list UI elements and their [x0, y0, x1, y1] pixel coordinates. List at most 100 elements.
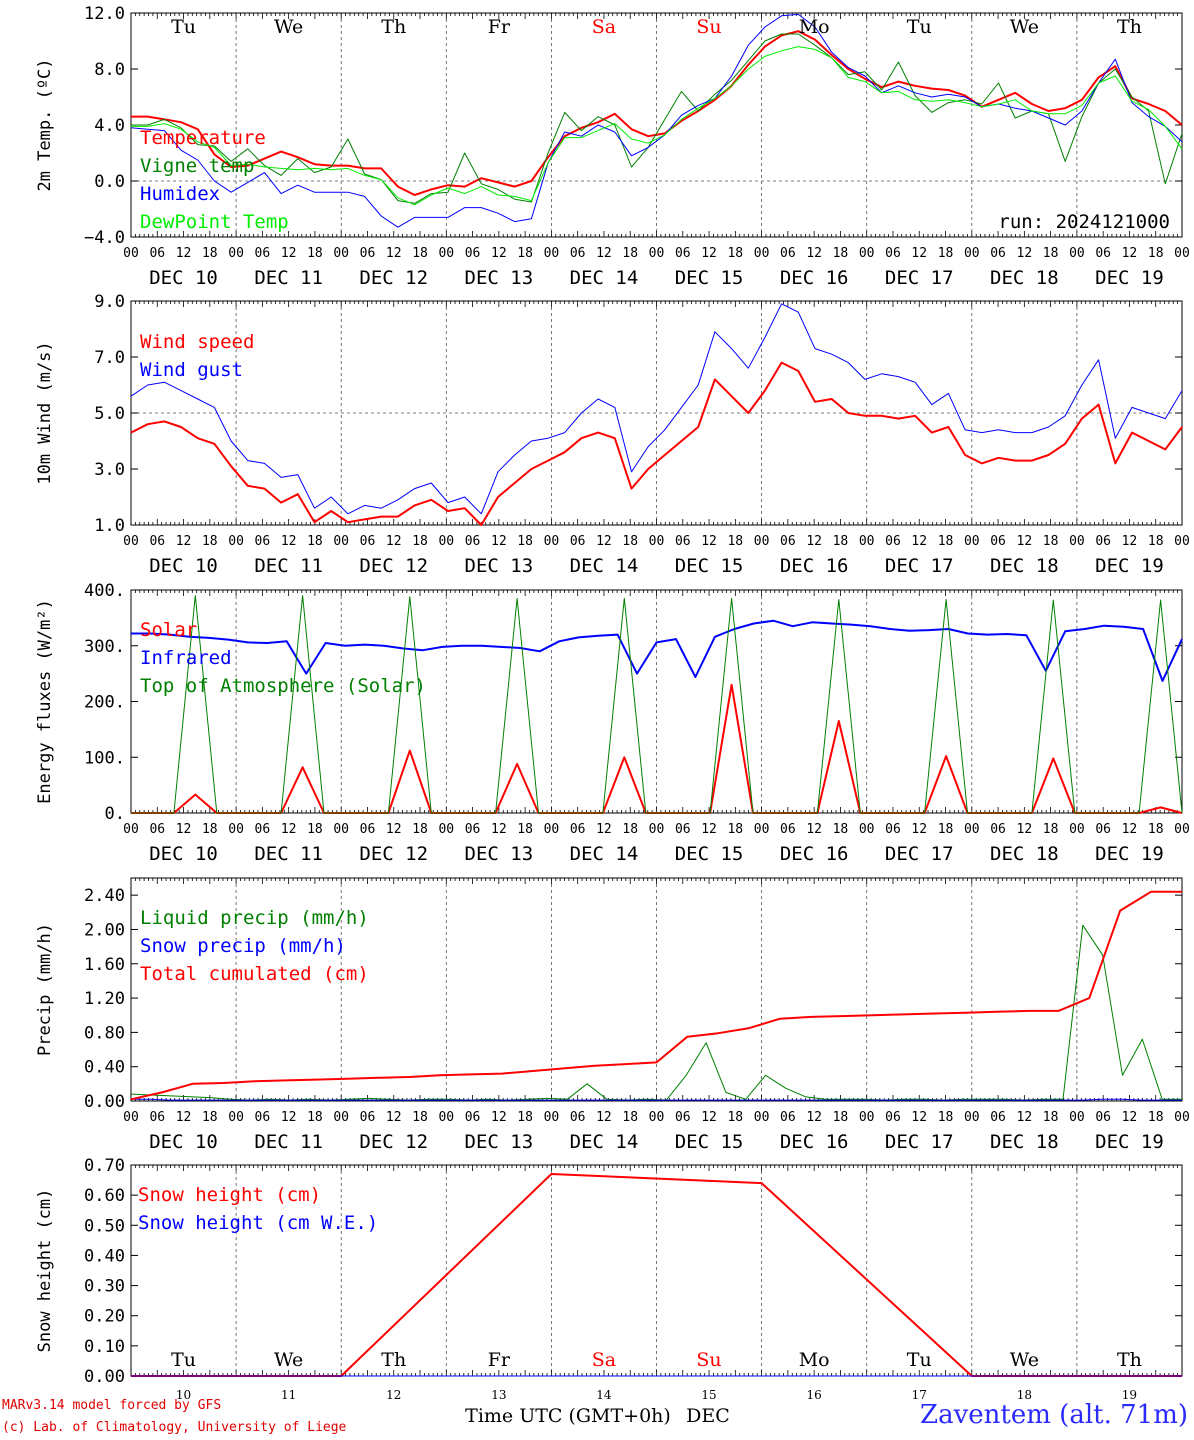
hour-label: 06: [149, 534, 165, 549]
hour-label: 12: [911, 534, 927, 549]
hour-label: 06: [990, 1110, 1006, 1125]
y-tick-label: 0.40: [84, 1246, 125, 1266]
panel-snow: 0.70 0.60 0.50 0.40 0.30 0.20 0.10 0.00 Snow hei…: [35, 1156, 1183, 1387]
date-label: DEC 11: [254, 843, 323, 865]
hour-label: 00: [964, 246, 980, 261]
hour-label: 12: [491, 534, 507, 549]
hour-label: 00: [649, 1110, 665, 1125]
day-number: 15: [701, 1388, 716, 1402]
series-line-top-of-atmosphere-solar-: [131, 595, 1183, 814]
series-line-dewpoint-temp: [131, 46, 1183, 206]
date-label: DEC 16: [780, 1131, 849, 1153]
hour-label: 18: [1148, 1110, 1164, 1125]
series-line-humidex: [130, 13, 1183, 228]
hour-label: 18: [833, 534, 849, 549]
hour-label: 12: [176, 822, 192, 837]
hour-label: 18: [307, 246, 323, 261]
y-tick-label: 0.20: [84, 1307, 125, 1327]
hour-label: 06: [465, 1110, 481, 1125]
hour-label: 06: [1095, 246, 1111, 261]
hour-label: 18: [1043, 822, 1059, 837]
weekday-label-bottom: Su: [696, 1349, 721, 1371]
y-tick-label: 0.80: [84, 1023, 125, 1043]
date-label: DEC 18: [990, 555, 1059, 577]
hour-label: 06: [675, 822, 691, 837]
hour-label: 18: [202, 534, 218, 549]
hour-label: 00: [544, 1110, 560, 1125]
weekday-label-bottom: Sa: [592, 1349, 616, 1371]
legend-entry: Wind speed: [140, 331, 254, 353]
date-label: DEC 12: [359, 843, 428, 865]
hour-label: 12: [386, 822, 402, 837]
hour-label: 00: [333, 1110, 349, 1125]
panel-temp: 12.0 8.0 4.0 0.0 −4.0 2m Temp. (ºC) Temperatur…: [35, 4, 1190, 289]
day-number: 13: [491, 1388, 506, 1402]
hour-label: 00: [1069, 1110, 1085, 1125]
hour-label: 00: [228, 246, 244, 261]
weekday-label-top: Tu: [171, 16, 196, 38]
hour-label: 12: [1017, 822, 1033, 837]
y-tick-label: 5.0: [94, 404, 125, 424]
weekday-label-top: Mo: [799, 16, 830, 38]
legend-entry: Infrared: [140, 647, 232, 669]
run-label: run: 2024121000: [998, 211, 1170, 233]
date-label: DEC 15: [675, 267, 744, 289]
date-label: DEC 10: [149, 555, 218, 577]
hour-label: 18: [727, 534, 743, 549]
hour-label: 00: [228, 822, 244, 837]
y-tick-label: 0.00: [84, 1092, 125, 1112]
weekday-label-top: Sa: [592, 16, 616, 38]
hour-label: 06: [675, 534, 691, 549]
lab-credit: (c) Lab. of Climatology, University of L…: [2, 1420, 347, 1435]
hour-label: 00: [333, 534, 349, 549]
series-line-temperature: [131, 30, 1183, 196]
hour-label: 12: [701, 246, 717, 261]
hour-label: 06: [780, 1110, 796, 1125]
hour-label: 06: [255, 1110, 271, 1125]
weekday-label-bottom: Fr: [488, 1349, 511, 1371]
legend-entry: Snow height (cm W.E.): [138, 1212, 378, 1234]
weekday-label-top: Tu: [907, 16, 932, 38]
hour-label: 00: [964, 1110, 980, 1125]
hour-label: 06: [255, 246, 271, 261]
date-label: DEC 17: [885, 1131, 954, 1153]
hour-label: 00: [544, 822, 560, 837]
hour-label: 12: [596, 822, 612, 837]
y-tick-label: 1.60: [84, 955, 125, 975]
date-label: DEC 12: [359, 267, 428, 289]
y-axis-label: Precip (mm/h): [35, 923, 55, 1056]
hour-label: 00: [754, 534, 770, 549]
legend-entry: Wind gust: [140, 359, 243, 381]
hour-label: 06: [149, 1110, 165, 1125]
hour-label: 18: [622, 1110, 638, 1125]
hour-label: 12: [806, 1110, 822, 1125]
x-axis-label: Time UTC (GMT+0h): [465, 1405, 671, 1427]
weekday-label-top: Th: [381, 16, 406, 38]
y-tick-label: 1.0: [94, 516, 125, 536]
y-axis-label: 2m Temp. (ºC): [35, 58, 55, 191]
weekday-label-bottom: Mo: [799, 1349, 830, 1371]
hour-label: 18: [727, 822, 743, 837]
y-tick-label: 0.40: [84, 1058, 125, 1078]
hour-label: 18: [727, 246, 743, 261]
date-label: DEC 19: [1095, 1131, 1164, 1153]
y-tick-label: 2.40: [84, 886, 125, 906]
date-label: DEC 16: [780, 555, 849, 577]
hour-label: 18: [1148, 822, 1164, 837]
date-label: DEC 16: [780, 267, 849, 289]
hour-label: 00: [649, 822, 665, 837]
hour-label: 06: [465, 246, 481, 261]
hour-label: 00: [333, 822, 349, 837]
y-axis-label: 10m Wind (m/s): [35, 341, 55, 484]
hour-label: 18: [517, 246, 533, 261]
series-line-snow-precip-mm-h-: [131, 1098, 1182, 1101]
weekday-label-bottom: Th: [1117, 1349, 1142, 1371]
hour-label: 00: [438, 1110, 454, 1125]
date-label: DEC 14: [570, 267, 639, 289]
y-tick-label: 9.0: [94, 292, 125, 312]
hour-label: 00: [754, 1110, 770, 1125]
hour-label: 18: [727, 1110, 743, 1125]
hour-label: 18: [517, 534, 533, 549]
hour-label: 00: [333, 246, 349, 261]
hour-label: 12: [386, 246, 402, 261]
